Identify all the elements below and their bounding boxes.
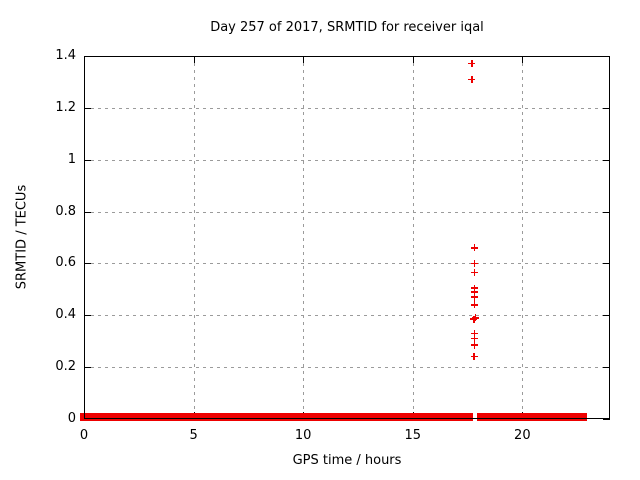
y-tick-mark-right xyxy=(603,107,610,109)
x-tick-label: 15 xyxy=(404,428,422,443)
y-tick-mark xyxy=(84,263,91,265)
y-tick-mark-right xyxy=(603,263,610,265)
data-point xyxy=(471,259,479,267)
y-tick-label: 0 xyxy=(67,411,76,426)
grid-line-horizontal xyxy=(84,263,610,265)
x-tick-label: 10 xyxy=(294,428,312,443)
data-point xyxy=(468,60,476,68)
y-tick-label: 0.4 xyxy=(55,307,76,323)
data-point xyxy=(470,353,478,361)
y-tick-mark xyxy=(84,211,91,213)
grid-line-horizontal xyxy=(84,315,610,317)
y-tick-label: 1.4 xyxy=(55,48,76,63)
x-tick-mark-top xyxy=(303,56,305,63)
data-point xyxy=(471,301,479,309)
zero-band-segment xyxy=(476,412,587,421)
data-point xyxy=(471,269,479,276)
grid-line-horizontal xyxy=(84,107,610,109)
data-point xyxy=(471,284,479,292)
y-tick-mark-right xyxy=(603,56,610,57)
y-tick-mark-right xyxy=(603,367,610,369)
y-tick-mark xyxy=(84,107,91,109)
y-tick-mark-right xyxy=(603,211,610,213)
grid-line-vertical xyxy=(412,56,414,419)
grid-line-vertical xyxy=(303,56,305,419)
y-tick-label: 0.8 xyxy=(55,203,76,219)
grid-line-horizontal xyxy=(84,159,610,161)
x-tick-label: 5 xyxy=(189,428,198,443)
x-axis-label: GPS time / hours xyxy=(292,453,402,468)
data-point xyxy=(471,329,479,337)
x-tick-mark-top xyxy=(522,56,524,63)
grid-line-vertical xyxy=(193,56,195,419)
chart-title: Day 257 of 2017, SRMTID for receiver iqa… xyxy=(210,20,484,35)
plot-border xyxy=(84,56,610,419)
y-tick-mark-right xyxy=(603,419,610,420)
y-tick-mark xyxy=(84,367,91,369)
y-tick-label: 0.2 xyxy=(55,359,76,375)
data-point xyxy=(468,75,476,83)
data-point xyxy=(470,335,478,343)
data-point xyxy=(471,314,479,322)
x-tick-mark-top xyxy=(193,56,195,63)
y-tick-mark xyxy=(84,315,91,317)
x-tick-mark-top xyxy=(84,56,85,63)
grid-line-vertical xyxy=(522,56,524,419)
y-tick-mark-right xyxy=(603,315,610,317)
plot-area xyxy=(80,56,610,421)
y-tick-label: 1.2 xyxy=(55,99,76,115)
y-tick-label: 1 xyxy=(67,151,76,167)
zero-band-segment xyxy=(80,412,473,421)
data-point xyxy=(471,341,479,349)
x-tick-label: 0 xyxy=(79,428,89,443)
y-tick-mark-right xyxy=(603,159,610,161)
data-point xyxy=(470,315,478,323)
y-axis-label: SRMTID / TECUs xyxy=(14,184,30,290)
grid-line-horizontal xyxy=(84,211,610,213)
grid-line-horizontal xyxy=(84,367,610,369)
y-tick-mark xyxy=(84,159,91,161)
y-tick-mark xyxy=(84,56,91,57)
data-point xyxy=(471,293,479,301)
data-point xyxy=(471,244,479,252)
x-tick-label: 20 xyxy=(514,428,531,443)
data-point xyxy=(470,288,478,296)
y-tick-label: 0.6 xyxy=(55,255,76,271)
x-tick-mark-top xyxy=(412,56,414,63)
